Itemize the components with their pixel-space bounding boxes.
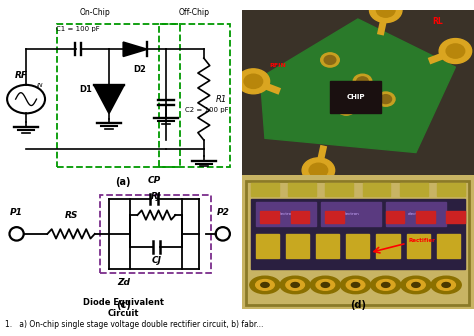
Circle shape bbox=[382, 283, 390, 287]
Polygon shape bbox=[123, 42, 147, 56]
Bar bbox=[255, 234, 279, 258]
Bar bbox=[321, 202, 381, 226]
Circle shape bbox=[280, 276, 310, 294]
Circle shape bbox=[357, 77, 368, 86]
Circle shape bbox=[321, 53, 339, 67]
Bar bbox=[325, 183, 353, 196]
Circle shape bbox=[324, 55, 336, 65]
Bar bbox=[288, 183, 316, 196]
Text: On-Chip: On-Chip bbox=[80, 8, 110, 17]
Text: RFIN: RFIN bbox=[270, 63, 286, 68]
Bar bbox=[416, 211, 435, 223]
Circle shape bbox=[437, 280, 456, 290]
Bar bbox=[316, 234, 339, 258]
Text: electron: electron bbox=[408, 212, 424, 216]
Circle shape bbox=[337, 101, 356, 115]
Bar bbox=[251, 199, 465, 269]
Circle shape bbox=[431, 276, 461, 294]
Text: CP: CP bbox=[147, 176, 161, 185]
Ellipse shape bbox=[244, 74, 263, 88]
Text: D1: D1 bbox=[79, 85, 92, 94]
Circle shape bbox=[380, 95, 392, 103]
Ellipse shape bbox=[376, 3, 395, 17]
Text: electron: electron bbox=[277, 212, 294, 216]
Text: P1: P1 bbox=[10, 208, 23, 217]
Text: RL: RL bbox=[432, 17, 443, 26]
Bar bbox=[286, 234, 309, 258]
Circle shape bbox=[286, 280, 304, 290]
Bar bbox=[325, 211, 344, 223]
Text: RJ: RJ bbox=[151, 192, 162, 201]
Circle shape bbox=[346, 280, 365, 290]
Text: CHIP: CHIP bbox=[346, 94, 365, 100]
Text: electron: electron bbox=[343, 212, 359, 216]
Circle shape bbox=[353, 74, 372, 88]
Bar bbox=[407, 234, 430, 258]
Circle shape bbox=[310, 276, 340, 294]
Polygon shape bbox=[260, 19, 456, 153]
Circle shape bbox=[291, 283, 300, 287]
Circle shape bbox=[340, 276, 371, 294]
Circle shape bbox=[340, 103, 352, 113]
Circle shape bbox=[401, 276, 431, 294]
Text: Zd: Zd bbox=[117, 278, 130, 287]
Circle shape bbox=[316, 280, 335, 290]
Text: D2: D2 bbox=[133, 66, 146, 74]
Text: P2: P2 bbox=[216, 208, 229, 217]
Text: Off-Chip: Off-Chip bbox=[179, 8, 210, 17]
Circle shape bbox=[371, 276, 401, 294]
Circle shape bbox=[442, 283, 450, 287]
Text: C1 = 100 pF: C1 = 100 pF bbox=[56, 27, 100, 33]
Circle shape bbox=[261, 283, 269, 287]
Bar bbox=[330, 81, 381, 113]
Text: Rectifier: Rectifier bbox=[409, 238, 436, 243]
Bar bbox=[437, 234, 460, 258]
Circle shape bbox=[321, 283, 329, 287]
Bar bbox=[437, 183, 465, 196]
Circle shape bbox=[250, 276, 280, 294]
Circle shape bbox=[407, 280, 425, 290]
Ellipse shape bbox=[370, 0, 402, 23]
Text: CJ: CJ bbox=[151, 256, 162, 265]
Ellipse shape bbox=[439, 39, 472, 64]
Text: (b): (b) bbox=[350, 177, 366, 186]
Bar bbox=[386, 211, 404, 223]
Circle shape bbox=[412, 283, 420, 287]
Text: Diode Equivalent
Circuit: Diode Equivalent Circuit bbox=[83, 298, 164, 318]
Circle shape bbox=[376, 92, 395, 106]
Ellipse shape bbox=[309, 163, 328, 177]
Bar bbox=[363, 183, 391, 196]
Circle shape bbox=[351, 283, 360, 287]
Circle shape bbox=[255, 280, 274, 290]
Bar bbox=[400, 183, 428, 196]
Ellipse shape bbox=[237, 69, 270, 94]
Ellipse shape bbox=[302, 158, 335, 183]
Polygon shape bbox=[94, 85, 124, 113]
Bar bbox=[376, 234, 400, 258]
Bar bbox=[260, 211, 279, 223]
Bar bbox=[386, 202, 446, 226]
Bar bbox=[346, 234, 370, 258]
Text: (a): (a) bbox=[116, 177, 131, 186]
Text: (d): (d) bbox=[350, 300, 366, 310]
Bar bbox=[255, 202, 316, 226]
Text: IN: IN bbox=[36, 83, 43, 88]
Bar bbox=[291, 211, 309, 223]
Circle shape bbox=[376, 280, 395, 290]
Text: RF: RF bbox=[15, 71, 28, 80]
Text: R1: R1 bbox=[216, 95, 227, 103]
Text: (c): (c) bbox=[116, 300, 131, 310]
Bar bbox=[251, 183, 279, 196]
Text: 1.   a) On-chip single stage voltage double rectifier circuit, b) fabr...: 1. a) On-chip single stage voltage doubl… bbox=[5, 320, 263, 329]
Ellipse shape bbox=[446, 44, 465, 58]
Text: C2 = 100 pF: C2 = 100 pF bbox=[185, 107, 228, 113]
Text: RS: RS bbox=[64, 211, 78, 220]
Bar bbox=[446, 211, 465, 223]
